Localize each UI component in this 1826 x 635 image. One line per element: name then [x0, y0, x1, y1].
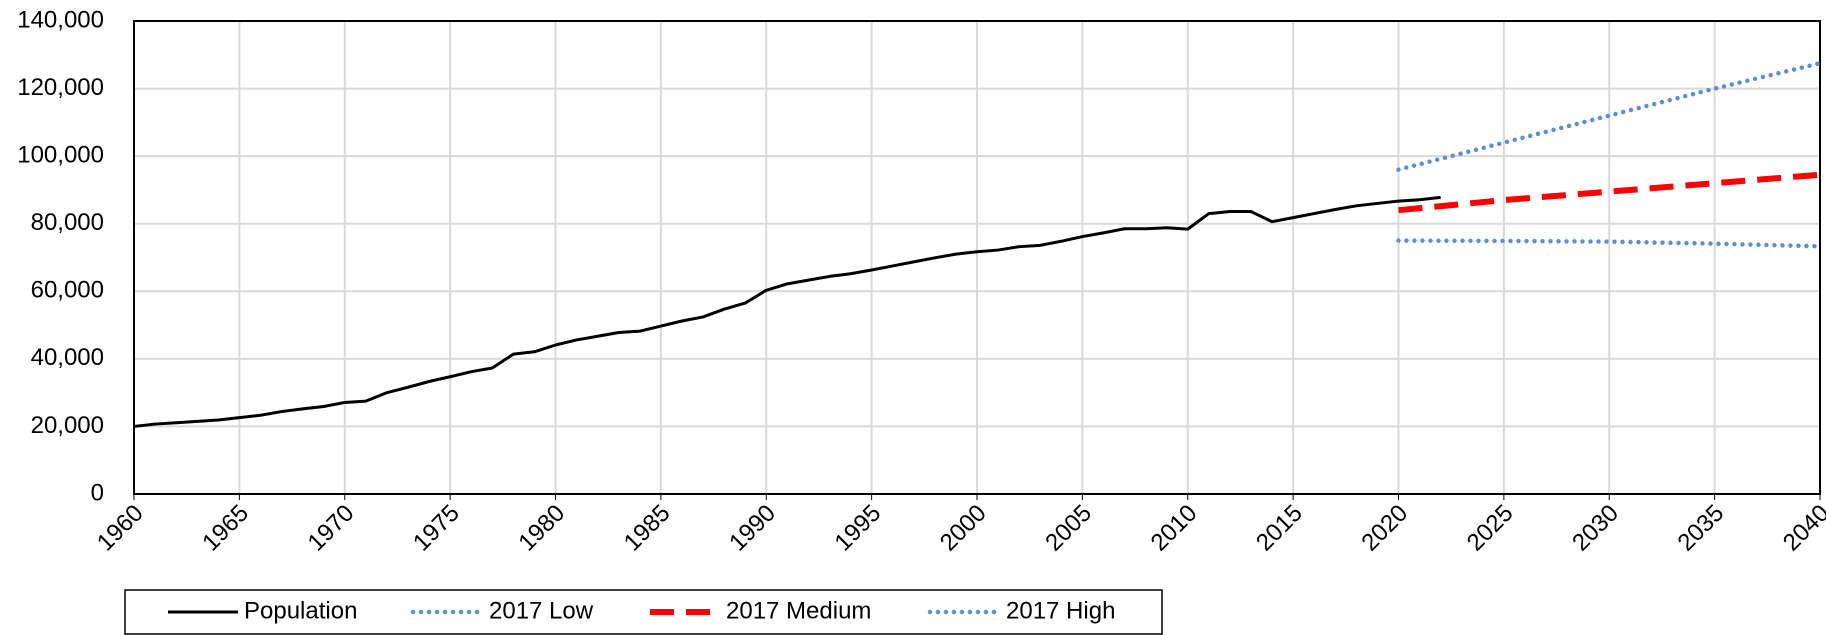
x-tick-label: 2020: [1356, 500, 1413, 557]
legend-box: [124, 589, 1163, 635]
x-tick-label: 2035: [1673, 500, 1730, 557]
x-tick-label: 2005: [1040, 500, 1097, 557]
y-tick-label: 100,000: [17, 141, 104, 168]
y-tick-label: 20,000: [31, 412, 104, 439]
y-tick-label: 40,000: [31, 344, 104, 371]
y-tick-label: 140,000: [17, 6, 104, 33]
series-line: [1396, 60, 1823, 172]
y-tick-label: 120,000: [17, 74, 104, 101]
legend-label: Population: [244, 597, 357, 624]
x-tick-label: 2010: [1146, 500, 1203, 557]
x-tick-label: 1985: [619, 500, 676, 557]
x-tick-label: 1975: [408, 500, 465, 557]
x-tick-label: 1990: [724, 500, 781, 557]
x-tick-label: 2015: [1251, 500, 1308, 557]
x-tick-label: 2025: [1462, 500, 1519, 557]
x-tick-label: 1965: [197, 500, 254, 557]
x-tick-label: 1960: [92, 500, 149, 557]
x-tick-label: 2030: [1567, 500, 1624, 557]
legend-label: 2017 High: [1006, 597, 1115, 624]
y-tick-label: 80,000: [31, 209, 104, 236]
legend-label: 2017 Medium: [726, 597, 871, 624]
x-tick-label: 2040: [1778, 500, 1826, 557]
x-tick-label: 1980: [513, 500, 570, 557]
x-tick-label: 2000: [935, 500, 992, 557]
x-tick-label: 1970: [303, 500, 360, 557]
series-line: [1396, 238, 1823, 249]
plot-frame: [133, 20, 1821, 495]
series-line: [133, 195, 1441, 428]
x-tick-label: 1995: [830, 500, 887, 557]
y-tick-label: 0: [91, 479, 104, 506]
legend-label: 2017 Low: [489, 597, 594, 624]
y-tick-label: 60,000: [31, 277, 104, 304]
